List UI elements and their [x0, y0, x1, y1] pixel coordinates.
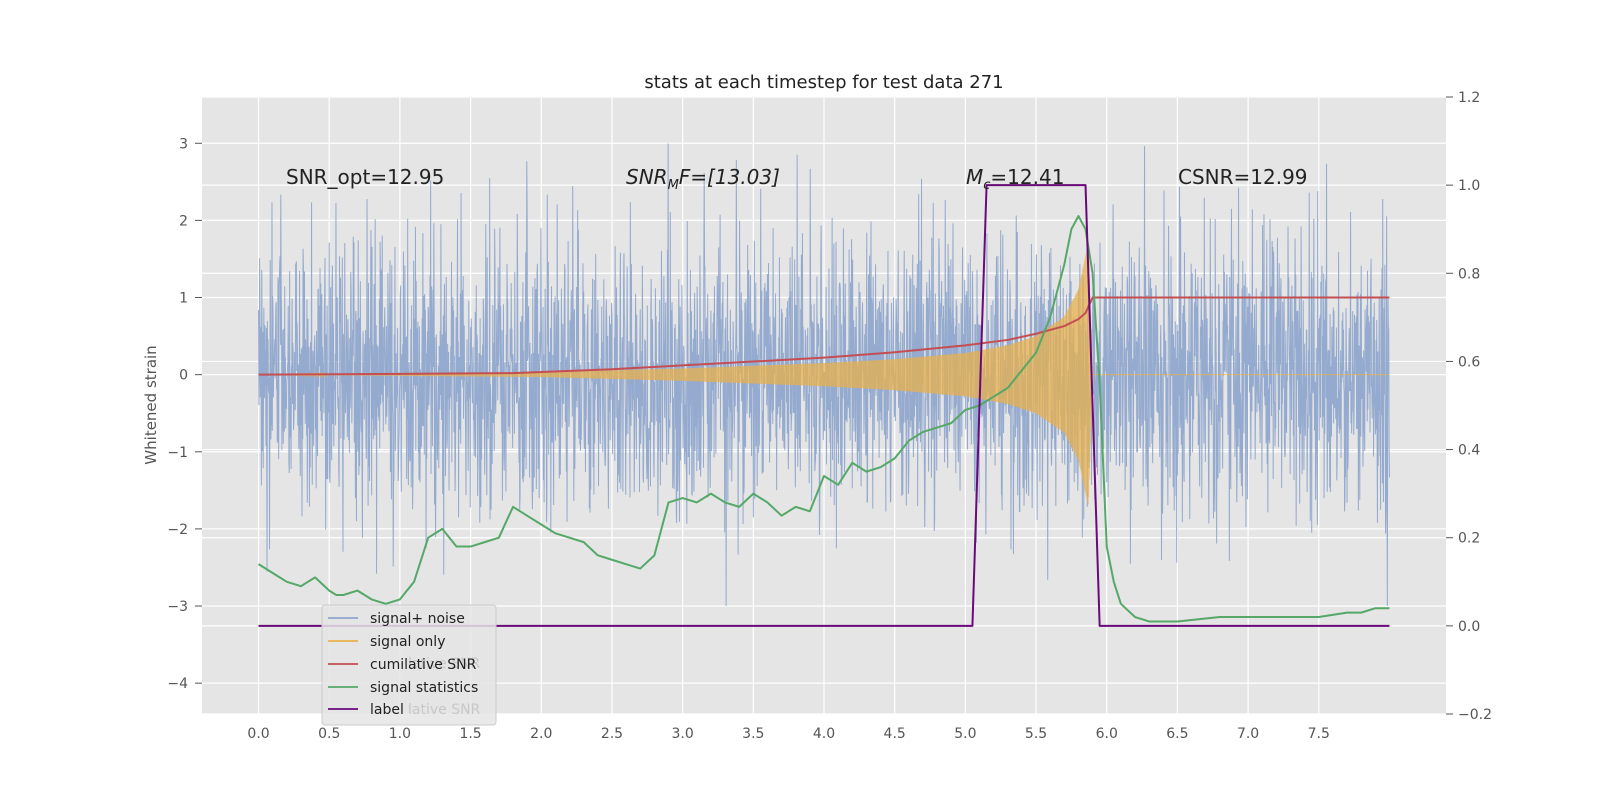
- y-tick-label: 3: [179, 136, 188, 152]
- y-right-tick-label: 1.0: [1458, 178, 1480, 194]
- x-tick-label: 3.0: [672, 726, 694, 742]
- y-tick-label: −1: [167, 445, 188, 461]
- annotation-mc: Mc=12.41: [966, 165, 1064, 193]
- annotation-snr-mf-sub: M: [668, 178, 679, 193]
- x-tick-label: 1.5: [459, 726, 481, 742]
- x-tick-label: 2.0: [530, 726, 552, 742]
- y-tick-label: −2: [167, 522, 188, 538]
- x-tick-label: 4.0: [813, 726, 835, 742]
- y-right-tick-label: 1.2: [1458, 90, 1480, 106]
- x-tick-label: 5.0: [954, 726, 976, 742]
- legend: lative SNR signal+ noise signal only cum…: [321, 604, 497, 726]
- annotation-mc-rest: =12.41: [990, 165, 1064, 189]
- y-tick-label: −3: [167, 599, 188, 615]
- x-tick-label: 0.5: [318, 726, 340, 742]
- y-right-tick-label: 0.2: [1458, 531, 1480, 547]
- series-layer: [258, 143, 1390, 627]
- x-tick-label: 6.5: [1166, 726, 1188, 742]
- y-tick-label: −4: [167, 676, 188, 692]
- y-tick-label: 1: [179, 291, 188, 307]
- x-tick-label: 7.0: [1237, 726, 1259, 742]
- legend-label-signal-noise: signal+ noise: [370, 611, 465, 627]
- x-tick-label: 2.5: [601, 726, 623, 742]
- x-tick-label: 3.5: [742, 726, 764, 742]
- x-tick-label: 7.5: [1308, 726, 1330, 742]
- axes-layer: 0.0 0.5 1.0 1.5 2.0 2.5 3.0 3.5 4.0 4.5 5.0 5.5 6.0 6…: [167, 90, 1492, 742]
- annotation-snr-opt: SNR_opt=12.95: [286, 165, 444, 189]
- legend-label-cumilative-snr: cumilative SNR: [370, 657, 477, 673]
- y-right-tick-label: 0.0: [1458, 619, 1480, 635]
- annotation-snr-mf-main: SNR: [626, 165, 668, 189]
- x-tick-label: 6.0: [1096, 726, 1118, 742]
- x-tick-label: 4.5: [884, 726, 906, 742]
- y-tick-label: 2: [179, 213, 188, 229]
- y-right-tick-label: 0.6: [1458, 354, 1480, 370]
- y-right-tick-label: −0.2: [1458, 707, 1492, 723]
- series-line-signal-statistics: [258, 214, 1390, 623]
- legend-label-signal-statistics: signal statistics: [370, 680, 478, 696]
- x-tick-label: 0.0: [247, 726, 269, 742]
- legend-label-label: label: [370, 702, 404, 718]
- legend-label-signal-only: signal only: [370, 634, 445, 650]
- annotation-snr-mf-rest: F=[13.03]: [679, 165, 780, 189]
- legend-ghost-text-1: lative SNR: [408, 656, 481, 672]
- annotation-csnr: CSNR=12.99: [1178, 165, 1308, 189]
- x-tick-label: 5.5: [1025, 726, 1047, 742]
- series-line-label: [258, 184, 1390, 627]
- x-tick-label: 1.0: [389, 726, 411, 742]
- y-right-tick-label: 0.8: [1458, 266, 1480, 282]
- legend-ghost-text-2: lative SNR: [408, 702, 481, 718]
- legend-box: [321, 604, 497, 726]
- annotation-snr-mf: SNRMF=[13.03]: [626, 165, 780, 193]
- chart-title: stats at each timestep for test data 271: [644, 72, 1003, 93]
- annotation-mc-sub: c: [983, 178, 990, 193]
- y-right-tick-label: 0.4: [1458, 443, 1480, 459]
- annotation-mc-main: M: [966, 165, 983, 189]
- y-tick-label: 0: [179, 368, 188, 384]
- y-axis-label: Whitened strain: [142, 345, 160, 464]
